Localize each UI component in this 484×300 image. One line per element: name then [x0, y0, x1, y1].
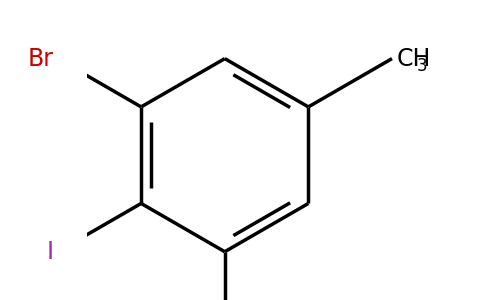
Text: I: I [47, 240, 54, 264]
Text: Br: Br [28, 46, 54, 70]
Text: 3: 3 [417, 57, 427, 75]
Text: CH: CH [396, 46, 430, 70]
